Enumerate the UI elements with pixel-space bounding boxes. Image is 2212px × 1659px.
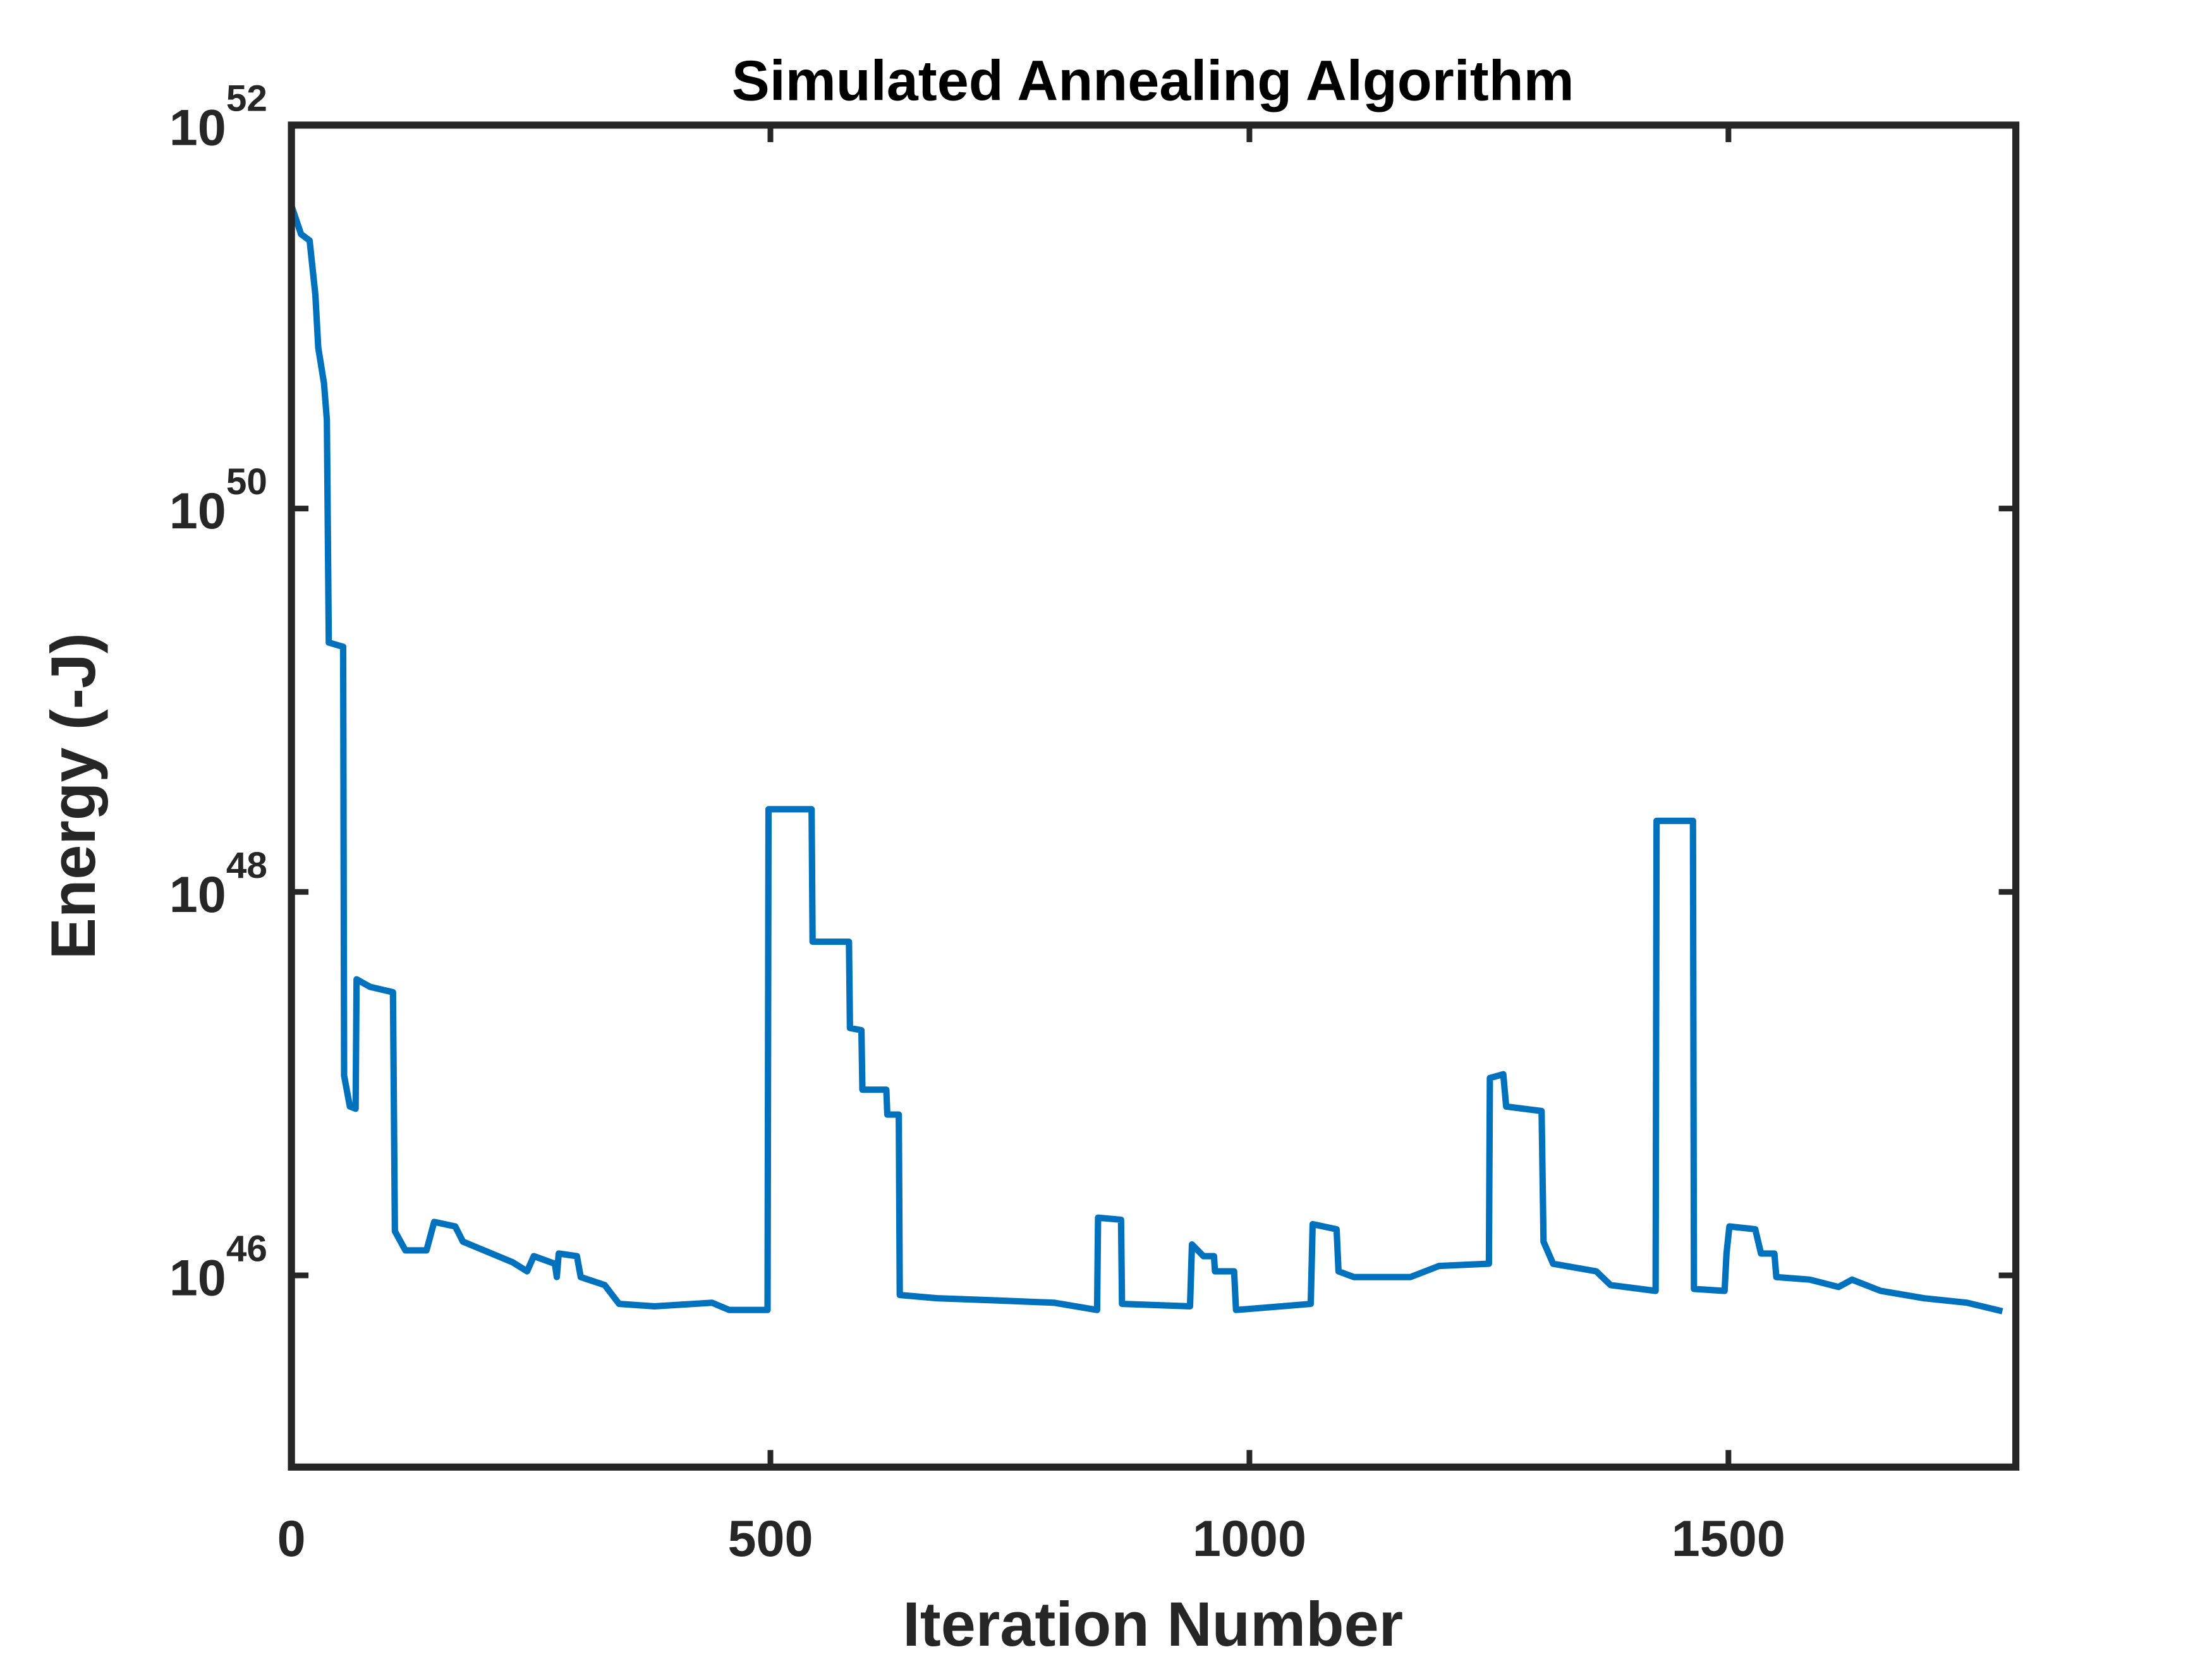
y-tick-base: 10 (169, 1249, 226, 1306)
plot-frame (288, 121, 2020, 1471)
y-tick-label: 1052 (169, 78, 267, 156)
y-tick-exponent: 50 (226, 461, 267, 502)
data-line (288, 204, 2003, 1315)
y-tick-base: 10 (169, 99, 226, 156)
x-axis-label: Iteration Number (902, 1589, 1403, 1659)
y-axis-label: Energy (-J) (38, 633, 108, 959)
x-tick-label: 1000 (1193, 1510, 1306, 1567)
y-tick-exponent: 52 (226, 78, 267, 119)
y-tick-exponent: 46 (226, 1229, 267, 1270)
y-tick-base: 10 (169, 483, 226, 540)
y-tick-exponent: 48 (226, 845, 267, 886)
y-tick-label: 1048 (169, 845, 267, 923)
x-tick-label: 1500 (1672, 1510, 1785, 1567)
chart-title: Simulated Annealing Algorithm (732, 50, 1574, 113)
y-tick-label: 1050 (169, 461, 267, 540)
y-tick-base: 10 (169, 866, 226, 923)
x-tick-label: 500 (727, 1510, 813, 1567)
y-tick-label: 1046 (169, 1229, 267, 1307)
x-tick-label: 0 (277, 1510, 306, 1567)
